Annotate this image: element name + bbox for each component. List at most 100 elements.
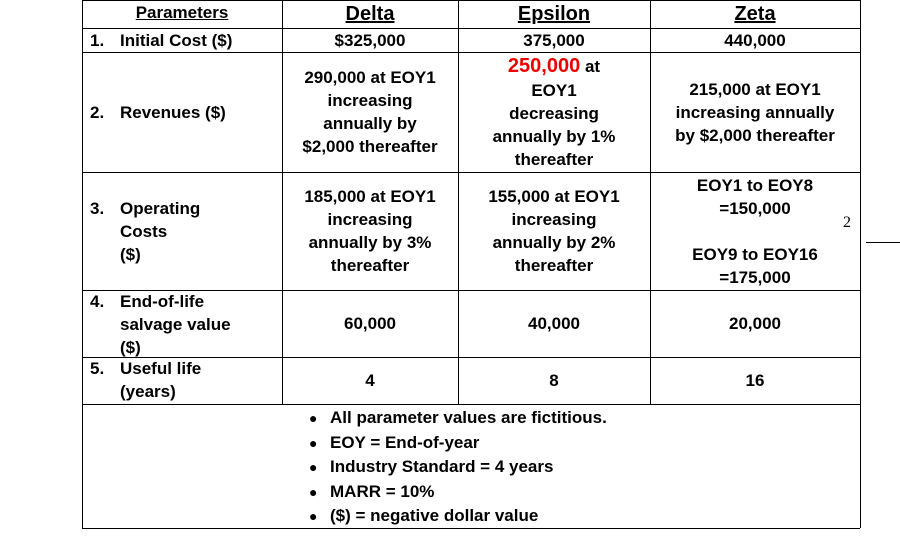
value-line: EOY1 — [531, 80, 577, 100]
row-number: 2. — [90, 102, 105, 122]
value-line: annually by 3% — [308, 233, 432, 252]
value-line: increasing — [327, 91, 413, 110]
value-cell: 155,000 at EOY1 increasing annually by 2% t… — [458, 172, 650, 290]
row-label: 3. Operating Costs ($) — [90, 172, 280, 290]
label-line: Costs — [120, 221, 168, 241]
highlight-amount: 250,000 — [507, 54, 581, 77]
value-cell: 8 — [458, 357, 650, 404]
row-number: 4. — [90, 292, 105, 311]
row-border — [82, 52, 860, 53]
value-cell: EOY1 to EOY8 =150,000 EOY9 to EOY16 =175,00… — [650, 172, 860, 290]
header-cell: Parameters — [135, 3, 229, 22]
col-border — [458, 0, 459, 404]
value-cell: 16 — [650, 357, 860, 404]
value-line: thereafter — [514, 256, 594, 275]
row-border — [82, 528, 860, 529]
value-line: 8 — [549, 371, 559, 390]
value-line: annually by 1% — [492, 126, 616, 146]
value-line: EOY9 to EOY16 — [692, 244, 818, 264]
value-line: thereafter — [514, 149, 594, 169]
label-line: Revenues ($) — [120, 102, 226, 122]
label-line: ($) — [120, 338, 141, 357]
value-line: 40,000 — [528, 314, 580, 333]
label-line: ($) — [120, 244, 141, 264]
header-cell: Delta — [345, 3, 395, 25]
bullet: ● — [309, 434, 318, 451]
value-line: increasing — [511, 210, 597, 229]
label-line: Useful life — [120, 359, 202, 378]
note: All parameter values are fictitious. — [330, 408, 607, 427]
value-line: 20,000 — [729, 314, 781, 333]
row-label: 4. End-of-life salvage value ($) — [90, 290, 280, 357]
highlight-suffix: at — [584, 56, 601, 76]
row-border — [82, 357, 860, 358]
margin-line — [866, 242, 900, 243]
col-border — [82, 0, 83, 528]
bullet: ● — [309, 410, 318, 426]
margin-marker: 2 — [843, 214, 851, 231]
note: MARR = 10% — [330, 481, 435, 501]
value-cell: 290,000 at EOY1 increasing annually by $2,0… — [282, 52, 458, 172]
row-border — [82, 290, 860, 291]
value-line: decreasing — [509, 103, 599, 123]
value-line: thereafter — [330, 256, 410, 275]
value-line: by $2,000 thereafter — [675, 125, 835, 145]
label-line: Operating — [120, 198, 201, 218]
col-border — [282, 0, 283, 404]
highlight-line: 250,000 at — [458, 54, 650, 79]
value-cell: 20,000 — [650, 290, 860, 357]
bullet: ● — [309, 459, 318, 475]
value-line: =175,000 — [719, 267, 791, 287]
label-line: (years) — [120, 382, 176, 401]
value-line: EOY1 to EOY8 — [696, 175, 814, 195]
value-cell: 375,000 — [458, 28, 650, 52]
col-border — [650, 0, 651, 404]
value-line: 4 — [365, 371, 375, 390]
value-line: annually by 2% — [492, 233, 616, 252]
value-line: =150,000 — [719, 198, 791, 218]
header-cell: Epsilon — [517, 3, 591, 25]
value-line: annually by — [323, 114, 417, 133]
header-cell: Zeta — [734, 3, 776, 25]
label-line: salvage value — [120, 315, 231, 334]
row-label: 2. Revenues ($) — [90, 52, 280, 172]
row-number: 1. — [90, 30, 105, 50]
value-line: 60,000 — [344, 314, 396, 333]
row-border — [82, 172, 860, 173]
row-border — [82, 0, 860, 1]
value-cell: 4 — [282, 357, 458, 404]
value-line: $2,000 thereafter — [302, 137, 438, 156]
value-cell: 60,000 — [282, 290, 458, 357]
row-label: 5. Useful life (years) — [90, 357, 280, 404]
value-cell: 215,000 at EOY1 increasing annually by $2,… — [650, 52, 860, 172]
label-line: End-of-life — [120, 292, 205, 311]
note: Industry Standard = 4 years — [330, 457, 554, 476]
value-line: 185,000 at EOY1 — [304, 187, 436, 206]
row-number: 3. — [90, 198, 105, 218]
row-number: 5. — [90, 359, 105, 378]
value-cell: 250,000 at EOY1 decreasing annually by 1% th… — [458, 52, 650, 172]
value-line: 290,000 at EOY1 — [304, 68, 436, 87]
value-cell: 185,000 at EOY1 increasing annually by 3% t… — [282, 172, 458, 290]
value-line: increasing annually — [675, 102, 835, 122]
bullet: ● — [309, 483, 318, 500]
value-line: 440,000 — [724, 30, 786, 50]
value-cell: $325,000 — [282, 28, 458, 52]
note: EOY = End-of-year — [330, 432, 480, 452]
value-line: 375,000 — [523, 30, 585, 50]
note: ($) = negative dollar value — [330, 506, 539, 525]
label-line: Initial Cost ($) — [120, 30, 233, 50]
value-line: 16 — [745, 371, 765, 390]
value-line: 215,000 at EOY1 — [689, 79, 821, 99]
col-border — [860, 0, 861, 528]
value-line: $325,000 — [334, 30, 406, 50]
value-cell: 40,000 — [458, 290, 650, 357]
bullet: ● — [309, 508, 318, 524]
row-border — [82, 404, 860, 405]
row-border — [82, 28, 860, 29]
row-label: 1. Initial Cost ($) — [90, 28, 280, 52]
value-cell: 440,000 — [650, 28, 860, 52]
value-line: 155,000 at EOY1 — [488, 187, 620, 206]
value-line: increasing — [327, 210, 413, 229]
